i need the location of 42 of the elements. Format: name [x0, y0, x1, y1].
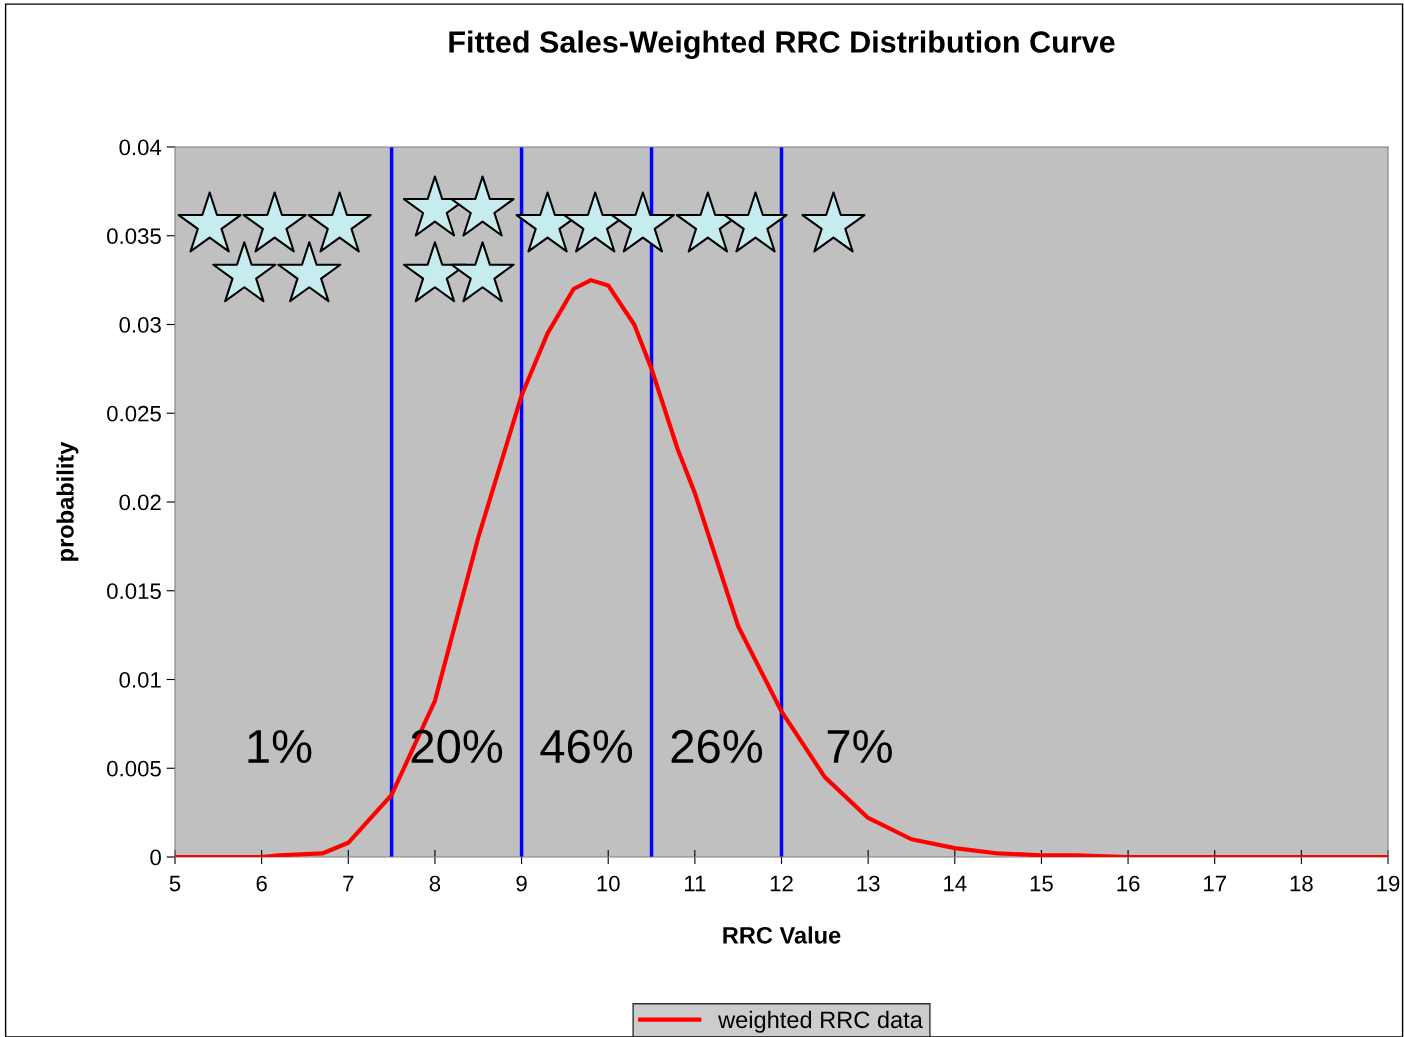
y-tick-label: 0 [150, 849, 161, 866]
x-tick-label: 7 [343, 875, 354, 892]
y-tick-label: 0.015 [107, 583, 161, 600]
annotation: 7% [827, 729, 892, 763]
annotation: 26% [671, 729, 763, 764]
y-tick-label: 0.01 [119, 672, 161, 688]
x-tick-label: 18 [1290, 875, 1313, 892]
y-tick-label: 0.03 [119, 317, 161, 333]
x-axis-title: RRC Value [723, 926, 841, 944]
y-tick-label: 0.035 [107, 228, 161, 245]
point [450, 241, 515, 303]
x-tick-label: 14 [944, 875, 967, 892]
point [212, 241, 277, 303]
point [801, 191, 866, 253]
y-tick-label: 0.025 [107, 405, 161, 422]
x-tick-label: 8 [429, 875, 441, 892]
point [177, 191, 242, 253]
chart-title: Fitted Sales-Weighted RRC Distribution Curve [449, 30, 1115, 60]
y-tick-label: 0.04 [119, 139, 162, 156]
point [723, 191, 788, 253]
x-tick-label: 19 [1377, 875, 1400, 892]
legend-label: weighted RRC data [718, 1010, 923, 1033]
x-tick-label: 16 [1117, 875, 1140, 892]
x-tick-label: 17 [1204, 875, 1226, 892]
point [450, 175, 515, 237]
x-tick-label: 5 [169, 875, 181, 892]
y-tick-label: 0.005 [107, 760, 161, 777]
x-tick-label: 10 [597, 875, 620, 892]
point [307, 191, 372, 253]
x-tick-label: 13 [857, 875, 880, 892]
annotation: 1% [248, 729, 312, 763]
point [242, 191, 307, 253]
x-tick-label: 9 [516, 875, 527, 892]
x-tick-label: 6 [256, 875, 267, 892]
y-tick-label: 0.02 [119, 494, 161, 511]
annotation: 46% [540, 729, 633, 764]
x-tick-label: 11 [685, 875, 706, 892]
y-axis-title: probability [56, 441, 79, 561]
x-tick-label: 12 [770, 875, 793, 892]
point [610, 191, 675, 253]
point [277, 241, 342, 303]
x-tick-label: 15 [1030, 875, 1053, 892]
